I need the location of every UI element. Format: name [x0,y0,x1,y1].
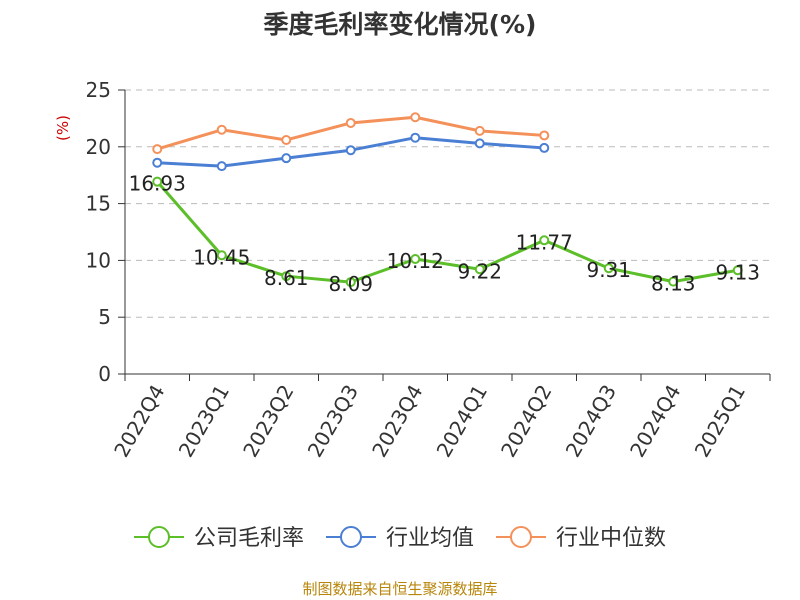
legend-marker-2 [340,526,362,548]
data-point-3-2023Q2[interactable] [281,134,292,145]
series-line-1 [156,180,739,284]
data-point-3-2024Q1[interactable] [474,125,485,136]
data-label-2024Q2: 11.77 [516,230,573,254]
series-3 [152,112,550,155]
data-point-2-2023Q1[interactable] [216,161,227,172]
x-tick-label-2024Q2: 2024Q2 [496,381,556,462]
x-tick-label-2025Q1: 2025Q1 [690,381,750,462]
x-tick-label-2023Q1: 2023Q1 [174,381,234,462]
y-tick-label-0: 0 [98,362,111,386]
chart-title: 季度毛利率变化情况(%) [264,10,537,39]
legend-marker-1 [148,526,170,548]
data-point-1-2024Q3[interactable] [603,263,614,274]
data-point-1-2023Q2[interactable] [281,271,292,282]
y-tick-label-25: 25 [86,78,111,102]
data-point-2-2024Q1[interactable] [474,138,485,149]
data-point-3-2023Q4[interactable] [410,112,421,123]
y-tick-label-20: 20 [86,135,111,159]
data-point-1-2024Q1[interactable] [474,264,485,275]
x-tick-label-2023Q3: 2023Q3 [303,381,363,462]
data-point-1-2024Q2[interactable] [539,235,550,246]
y-tick-label-10: 10 [86,248,111,272]
x-tick-label-2024Q1: 2024Q1 [432,381,492,462]
data-point-2-2023Q4[interactable] [410,132,421,143]
data-labels: 16.93 10.45 8.61 8.09 10.12 9.22 11.77 9.31 8.13… [129,172,760,296]
data-point-1-2023Q4[interactable] [410,254,421,265]
series-1 [152,176,743,288]
data-point-2-2024Q2[interactable] [539,142,550,153]
legend-item-1[interactable]: 公司毛利率 [134,526,304,551]
y-tick-label-5: 5 [98,305,111,329]
data-point-1-2025Q1[interactable] [732,265,743,276]
x-tick-label-2024Q3: 2024Q3 [561,381,621,462]
y-tick-label-15: 15 [86,192,111,216]
x-tick-label-2022Q4: 2022Q4 [109,381,169,462]
data-point-1-2022Q4[interactable] [152,176,163,187]
legend[interactable]: 公司毛利率 行业均值 行业中位数 [134,526,666,551]
y-axis-unit-label: (%) [54,115,72,141]
data-point-1-2023Q1[interactable] [216,250,227,261]
data-label-2024Q4: 8.13 [651,272,696,296]
data-point-2-2023Q3[interactable] [345,145,356,156]
data-label-2023Q2: 8.61 [264,266,309,290]
x-tick-label-2023Q2: 2023Q2 [238,381,298,462]
data-label-2025Q1: 9.13 [715,260,760,284]
x-tick-label-2024Q4: 2024Q4 [625,381,685,462]
legend-marker-3 [510,526,532,548]
data-label-2024Q1: 9.22 [457,259,502,283]
data-point-1-2024Q4[interactable] [668,276,679,287]
data-label-2023Q4: 10.12 [387,249,444,273]
data-label-2024Q3: 9.31 [586,258,631,282]
legend-label-1: 公司毛利率 [194,526,304,551]
data-point-3-2023Q1[interactable] [216,124,227,135]
source-note: 制图数据来自恒生聚源数据库 [302,580,497,598]
data-label-2023Q1: 10.45 [193,245,250,269]
data-point-2-2022Q4[interactable] [152,157,163,168]
legend-label-3: 行业中位数 [556,526,666,551]
legend-item-3[interactable]: 行业中位数 [496,526,666,551]
data-point-2-2023Q2[interactable] [281,153,292,164]
grid-lines [125,89,770,318]
x-tick-label-2023Q4: 2023Q4 [367,381,427,462]
data-point-1-2023Q3[interactable] [345,277,356,288]
series-2 [152,132,550,172]
data-label-2022Q4: 16.93 [129,172,186,196]
series-lines [152,112,743,288]
legend-label-2: 行业均值 [386,526,474,551]
data-label-2023Q3: 8.09 [328,272,373,296]
legend-item-2[interactable]: 行业均值 [326,526,474,551]
data-point-3-2022Q4[interactable] [152,144,163,155]
data-point-3-2023Q3[interactable] [345,117,356,128]
data-point-3-2024Q2[interactable] [539,130,550,141]
